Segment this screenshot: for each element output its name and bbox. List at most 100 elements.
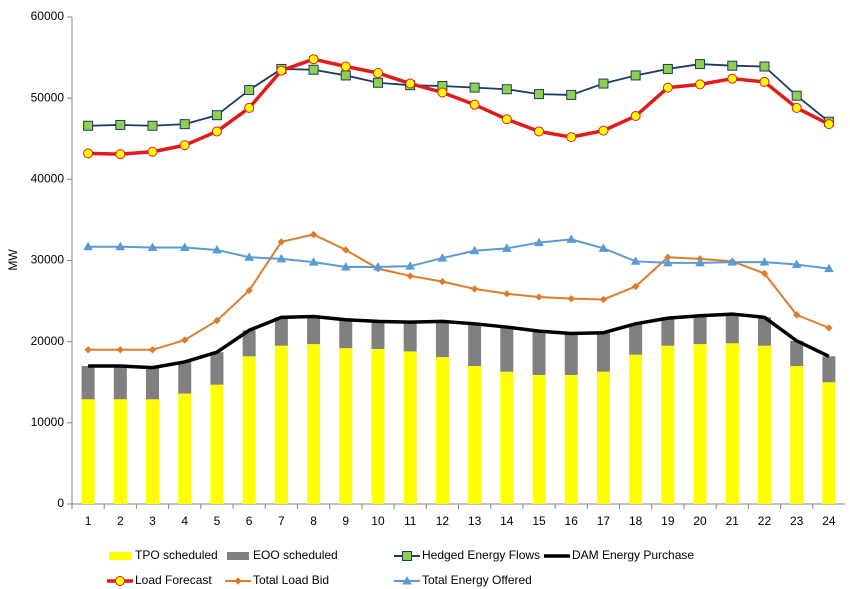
point — [567, 294, 575, 303]
point — [759, 61, 770, 72]
line — [88, 63, 830, 127]
bar — [693, 315, 707, 345]
y-tick-label: 50000 — [31, 90, 65, 104]
point — [277, 238, 286, 246]
bar — [242, 330, 256, 357]
point — [115, 241, 126, 251]
point — [83, 148, 94, 159]
point — [84, 346, 92, 354]
point — [148, 346, 157, 354]
bar — [435, 357, 449, 504]
bar — [339, 319, 353, 349]
point — [373, 261, 383, 271]
bar — [661, 318, 675, 346]
x-tick-label: 24 — [822, 514, 836, 528]
point — [630, 70, 641, 81]
x-tick-label: 19 — [661, 514, 675, 528]
point — [179, 242, 190, 252]
point — [503, 290, 511, 298]
point — [115, 119, 126, 130]
point — [405, 78, 416, 89]
bar — [81, 399, 95, 504]
bar — [371, 348, 385, 504]
point — [244, 102, 255, 113]
point — [791, 259, 802, 269]
x-tick-label: 10 — [371, 514, 385, 528]
point — [276, 65, 287, 76]
point — [340, 61, 351, 72]
point — [211, 126, 222, 137]
point — [181, 336, 189, 344]
point — [598, 78, 609, 89]
point — [534, 237, 544, 247]
point — [662, 82, 673, 93]
point — [630, 111, 641, 122]
legend-label: Load Forecast — [135, 573, 212, 587]
bar — [435, 321, 449, 358]
bar — [822, 382, 836, 504]
y-tick-label: 60000 — [31, 9, 65, 23]
y-tick-label: 20000 — [31, 334, 65, 348]
legend-swatch — [109, 552, 131, 560]
point — [791, 102, 802, 113]
x-tick-label: 16 — [565, 514, 579, 528]
point — [437, 253, 448, 262]
bar — [403, 322, 417, 352]
line — [88, 238, 830, 270]
x-tick-label: 7 — [278, 514, 285, 528]
bar — [790, 340, 804, 367]
point — [792, 311, 801, 319]
legend-label: TPO scheduled — [135, 548, 218, 562]
point — [244, 252, 255, 261]
bar — [629, 323, 643, 355]
bar — [596, 371, 610, 504]
point — [695, 59, 706, 70]
point — [83, 120, 94, 131]
x-tick-label: 20 — [693, 514, 707, 528]
bar — [146, 367, 160, 400]
bar — [178, 393, 192, 504]
point — [469, 99, 480, 110]
legend-marker — [402, 551, 412, 561]
point — [535, 293, 543, 301]
point — [309, 230, 318, 239]
point — [179, 119, 190, 130]
bar — [307, 344, 321, 504]
point — [115, 149, 126, 160]
legend-label: DAM Energy Purchase — [572, 548, 694, 562]
point — [179, 140, 190, 151]
x-tick-label: 22 — [758, 514, 772, 528]
bar — [725, 314, 739, 344]
point — [727, 257, 738, 266]
bar — [500, 327, 514, 372]
bar — [500, 371, 514, 504]
bar — [307, 316, 321, 345]
point — [791, 90, 802, 101]
bar — [725, 343, 739, 504]
bar — [113, 399, 127, 504]
point — [534, 89, 545, 100]
x-tick-label: 21 — [726, 514, 740, 528]
x-tick-label: 14 — [500, 514, 514, 528]
x-tick-label: 1 — [85, 514, 92, 528]
bar — [468, 323, 482, 367]
point — [534, 126, 545, 137]
point — [245, 286, 253, 295]
bar — [564, 333, 578, 375]
point — [308, 257, 319, 266]
point — [759, 257, 770, 266]
point — [211, 110, 222, 121]
point — [598, 125, 609, 136]
bar — [822, 356, 836, 383]
bar — [210, 384, 224, 504]
point — [501, 243, 512, 252]
point — [630, 256, 641, 265]
x-tick-label: 9 — [342, 514, 349, 528]
bar — [629, 354, 643, 504]
bar — [242, 356, 256, 504]
point — [599, 295, 608, 304]
bar — [371, 321, 385, 349]
point — [566, 234, 577, 243]
point — [662, 257, 673, 267]
bar — [532, 331, 546, 375]
